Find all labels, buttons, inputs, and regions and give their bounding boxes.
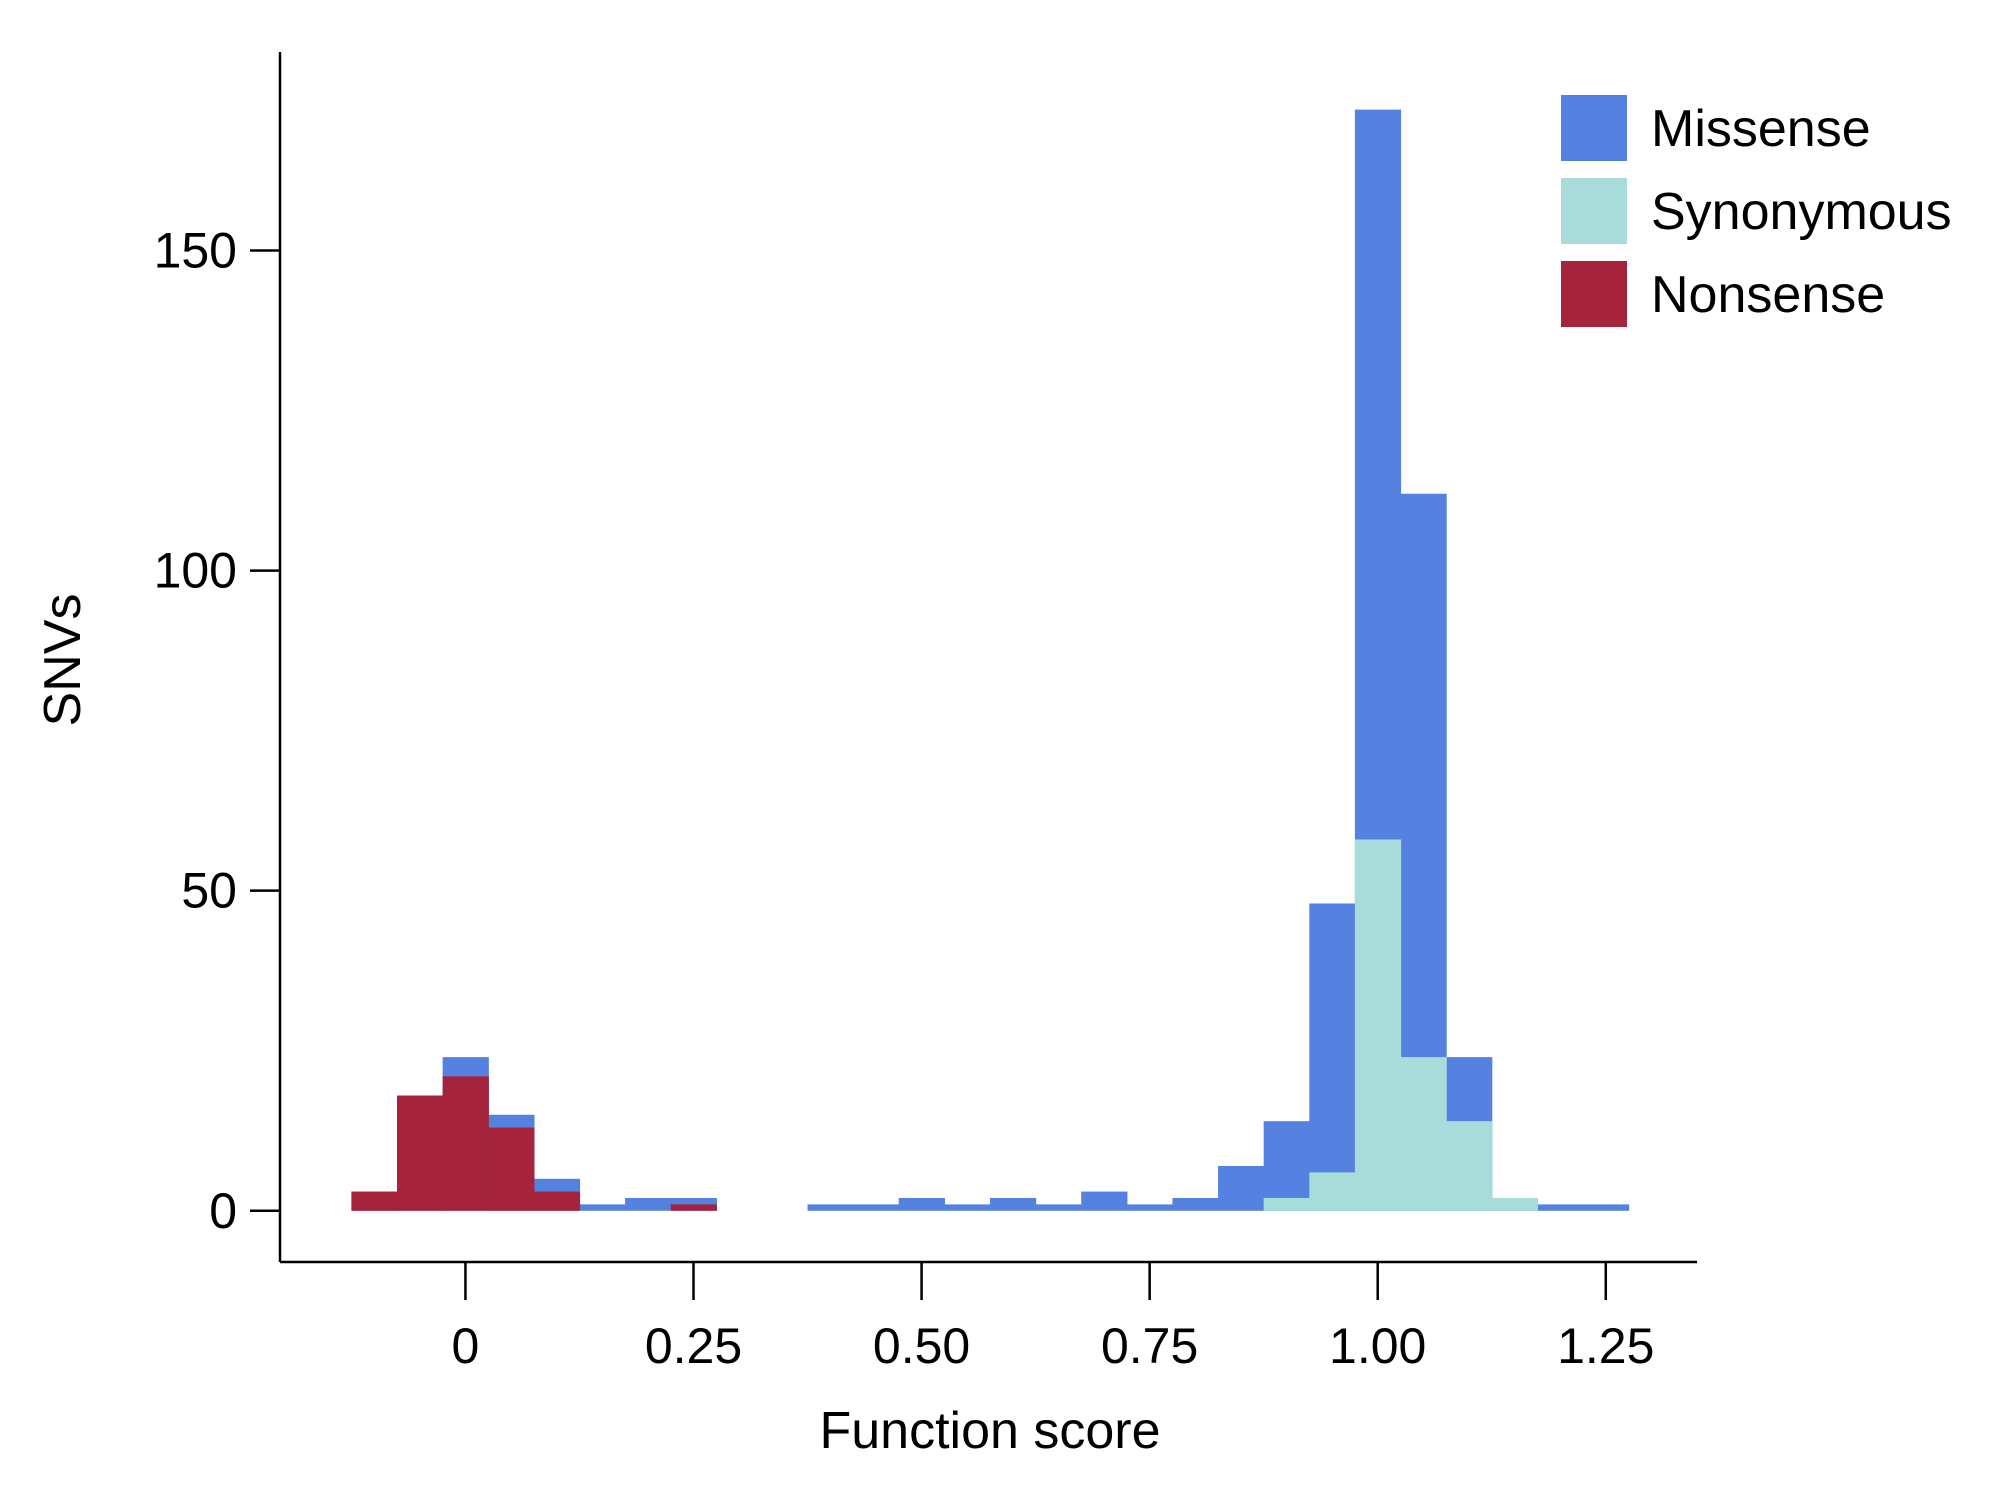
y-tick-label: 50	[181, 863, 237, 919]
missense-bar	[1035, 1204, 1082, 1211]
x-tick-label: 1.00	[1329, 1318, 1426, 1374]
legend-swatch-nonsense	[1561, 261, 1627, 327]
x-tick-label: 0.75	[1101, 1318, 1198, 1374]
nonsense-bar	[488, 1127, 535, 1211]
missense-bar	[1126, 1204, 1174, 1211]
legend-swatch-missense	[1561, 95, 1627, 161]
missense-bar	[625, 1197, 672, 1211]
y-axis-title: SNVs	[34, 594, 92, 727]
legend-label-synonymous: Synonymous	[1651, 183, 1952, 241]
x-axis-title: Function score	[819, 1402, 1160, 1460]
missense-bar	[1309, 903, 1356, 1211]
missense-bar	[1172, 1197, 1219, 1211]
nonsense-bar	[670, 1204, 717, 1211]
legend-label-missense: Missense	[1651, 100, 1871, 158]
nonsense-bar	[351, 1191, 398, 1211]
missense-bar	[807, 1204, 854, 1211]
synonymous-bar	[1309, 1172, 1356, 1211]
legend-swatch-synonymous	[1561, 178, 1627, 244]
missense-bar	[853, 1204, 900, 1211]
y-tick-label: 150	[154, 222, 237, 278]
y-axis-ticks: 0 50 100 150	[154, 222, 280, 1239]
x-tick-label: 0	[452, 1318, 480, 1374]
y-tick-label: 0	[209, 1183, 237, 1239]
missense-bar	[1263, 1121, 1310, 1211]
y-tick-label: 100	[154, 543, 237, 599]
synonymous-bar	[1354, 839, 1402, 1211]
bars-layer	[351, 109, 1630, 1211]
nonsense-bar	[533, 1191, 581, 1211]
missense-bar	[944, 1204, 991, 1211]
missense-bar	[579, 1204, 626, 1211]
nonsense-bar	[397, 1095, 444, 1211]
synonymous-bar	[1491, 1197, 1538, 1211]
x-tick-label: 0.50	[873, 1318, 970, 1374]
missense-bar	[1218, 1165, 1265, 1211]
nonsense-bar	[442, 1076, 489, 1211]
missense-bar	[1537, 1204, 1584, 1211]
x-tick-label: 0.25	[645, 1318, 742, 1374]
synonymous-bar	[1446, 1121, 1493, 1211]
missense-bar	[1081, 1191, 1128, 1211]
missense-bar	[990, 1197, 1037, 1211]
legend-label-nonsense: Nonsense	[1651, 266, 1885, 324]
synonymous-bar	[1400, 1057, 1447, 1211]
missense-bar	[1582, 1204, 1630, 1211]
x-axis-ticks: 0 0.25 0.50 0.75 1.00 1.25	[452, 1262, 1654, 1374]
synonymous-bar	[1263, 1197, 1310, 1211]
x-tick-label: 1.25	[1557, 1318, 1654, 1374]
legend: Missense Synonymous Nonsense	[1561, 95, 1952, 327]
missense-bar	[898, 1197, 945, 1211]
